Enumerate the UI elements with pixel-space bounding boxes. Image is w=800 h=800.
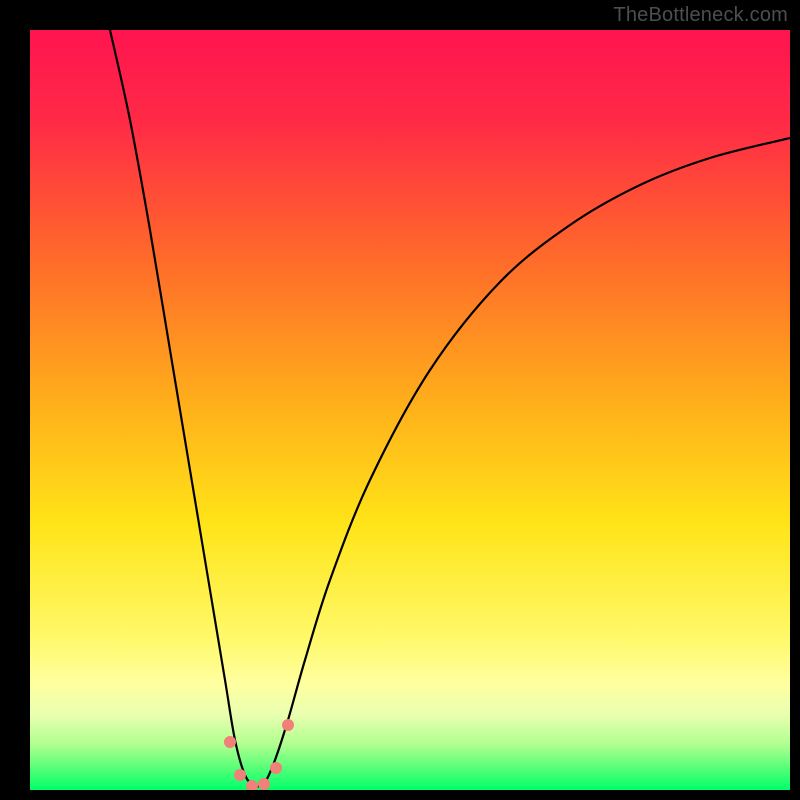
data-marker (258, 778, 270, 790)
data-markers (224, 719, 294, 790)
bottleneck-curve (110, 30, 790, 786)
data-marker (224, 736, 236, 748)
watermark-text: TheBottleneck.com (613, 4, 788, 27)
chart-frame: TheBottleneck.com (0, 0, 800, 800)
data-marker (234, 769, 246, 781)
plot-area (30, 30, 790, 790)
chart-overlay (30, 30, 790, 790)
data-marker (270, 762, 282, 774)
data-marker (282, 719, 294, 731)
